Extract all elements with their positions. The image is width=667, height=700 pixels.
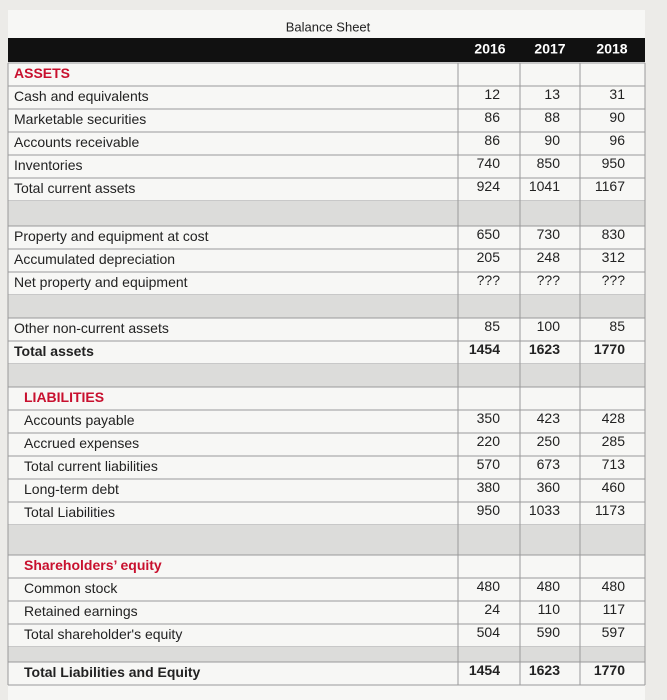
row-label: Accumulated depreciation bbox=[14, 251, 175, 267]
row-label: Total current liabilities bbox=[24, 458, 158, 474]
cell-value: 950 bbox=[602, 155, 626, 171]
cell-value: ??? bbox=[477, 272, 501, 288]
cell-value: 86 bbox=[484, 132, 500, 148]
cell-value: 713 bbox=[602, 456, 626, 472]
section-heading: LIABILITIES bbox=[24, 389, 104, 405]
cell-value: 1167 bbox=[595, 178, 625, 194]
cell-value: 117 bbox=[603, 601, 626, 617]
cell-value: 24 bbox=[484, 601, 500, 617]
row-label: Other non-current assets bbox=[14, 320, 169, 336]
row-label: Total assets bbox=[14, 343, 94, 359]
section-heading: Shareholders’ equity bbox=[24, 557, 162, 573]
row-label: Net property and equipment bbox=[14, 274, 188, 290]
cell-value: 850 bbox=[537, 155, 561, 171]
row-label: Cash and equivalents bbox=[14, 88, 149, 104]
cell-value: 423 bbox=[537, 410, 561, 426]
cell-value: 88 bbox=[544, 109, 560, 125]
row-label: Accrued expenses bbox=[24, 435, 139, 451]
row-label: Property and equipment at cost bbox=[14, 228, 209, 244]
cell-value: 504 bbox=[477, 624, 501, 640]
cell-value: 110 bbox=[538, 601, 561, 617]
cell-value: 590 bbox=[537, 624, 561, 640]
cell-value: 1454 bbox=[469, 341, 500, 357]
row-label: Accounts payable bbox=[24, 412, 135, 428]
cell-value: 1770 bbox=[594, 662, 625, 678]
cell-value: 85 bbox=[609, 318, 625, 334]
cell-value: 460 bbox=[602, 479, 626, 495]
cell-value: 220 bbox=[477, 433, 501, 449]
cell-value: 597 bbox=[602, 624, 626, 640]
cell-value: 250 bbox=[537, 433, 561, 449]
header-bar bbox=[8, 38, 645, 62]
cell-value: 480 bbox=[537, 578, 561, 594]
cell-value: 12 bbox=[484, 86, 500, 102]
row-label: Common stock bbox=[24, 580, 118, 596]
year-header: 2017 bbox=[534, 41, 565, 57]
cell-value: 740 bbox=[477, 155, 501, 171]
row-label: Marketable securities bbox=[14, 111, 146, 127]
cell-value: 96 bbox=[609, 132, 625, 148]
cell-value: 650 bbox=[477, 226, 501, 242]
cell-value: 950 bbox=[477, 502, 501, 518]
cell-value: 13 bbox=[544, 86, 560, 102]
cell-value: 480 bbox=[477, 578, 501, 594]
cell-value: 1173 bbox=[595, 502, 625, 518]
spacer-band bbox=[8, 525, 645, 555]
cell-value: 380 bbox=[477, 479, 501, 495]
section-heading: ASSETS bbox=[14, 65, 70, 81]
cell-value: 730 bbox=[537, 226, 561, 242]
cell-value: 1770 bbox=[594, 341, 625, 357]
cell-value: 205 bbox=[477, 249, 501, 265]
cell-value: 100 bbox=[537, 318, 561, 334]
cell-value: 350 bbox=[477, 410, 501, 426]
cell-value: 1454 bbox=[469, 662, 500, 678]
cell-value: 86 bbox=[484, 109, 500, 125]
sheet bbox=[8, 10, 645, 700]
spacer-band bbox=[8, 201, 645, 226]
row-label: Total current assets bbox=[14, 180, 135, 196]
cell-value: 830 bbox=[602, 226, 626, 242]
cell-value: 312 bbox=[602, 249, 626, 265]
cell-value: 90 bbox=[609, 109, 625, 125]
cell-value: 248 bbox=[537, 249, 561, 265]
cell-value: 285 bbox=[602, 433, 626, 449]
cell-value: 1623 bbox=[529, 341, 560, 357]
row-label: Long-term debt bbox=[24, 481, 119, 497]
row-label: Retained earnings bbox=[24, 603, 138, 619]
row-label: Accounts receivable bbox=[14, 134, 140, 150]
cell-value: 1041 bbox=[529, 178, 560, 194]
row-label: Inventories bbox=[14, 157, 82, 173]
cell-value: ??? bbox=[537, 272, 561, 288]
row-label: Total shareholder's equity bbox=[24, 626, 182, 642]
cell-value: 31 bbox=[609, 86, 625, 102]
cell-value: 480 bbox=[602, 578, 626, 594]
row-label: Total Liabilities bbox=[24, 504, 115, 520]
cell-value: 85 bbox=[484, 318, 500, 334]
spacer-band bbox=[8, 364, 645, 387]
spacer-band bbox=[8, 647, 645, 662]
cell-value: 1033 bbox=[529, 502, 560, 518]
cell-value: 924 bbox=[477, 178, 501, 194]
row-label: Total Liabilities and Equity bbox=[24, 664, 201, 680]
cell-value: ??? bbox=[602, 272, 626, 288]
cell-value: 570 bbox=[477, 456, 501, 472]
cell-value: 428 bbox=[602, 410, 626, 426]
spacer-band bbox=[8, 295, 645, 318]
cell-value: 360 bbox=[537, 479, 561, 495]
cell-value: 673 bbox=[537, 456, 561, 472]
year-header: 2016 bbox=[474, 41, 505, 57]
year-header: 2018 bbox=[596, 41, 627, 57]
cell-value: 1623 bbox=[529, 662, 560, 678]
cell-value: 90 bbox=[544, 132, 560, 148]
sheet-title: Balance Sheet bbox=[286, 19, 371, 34]
